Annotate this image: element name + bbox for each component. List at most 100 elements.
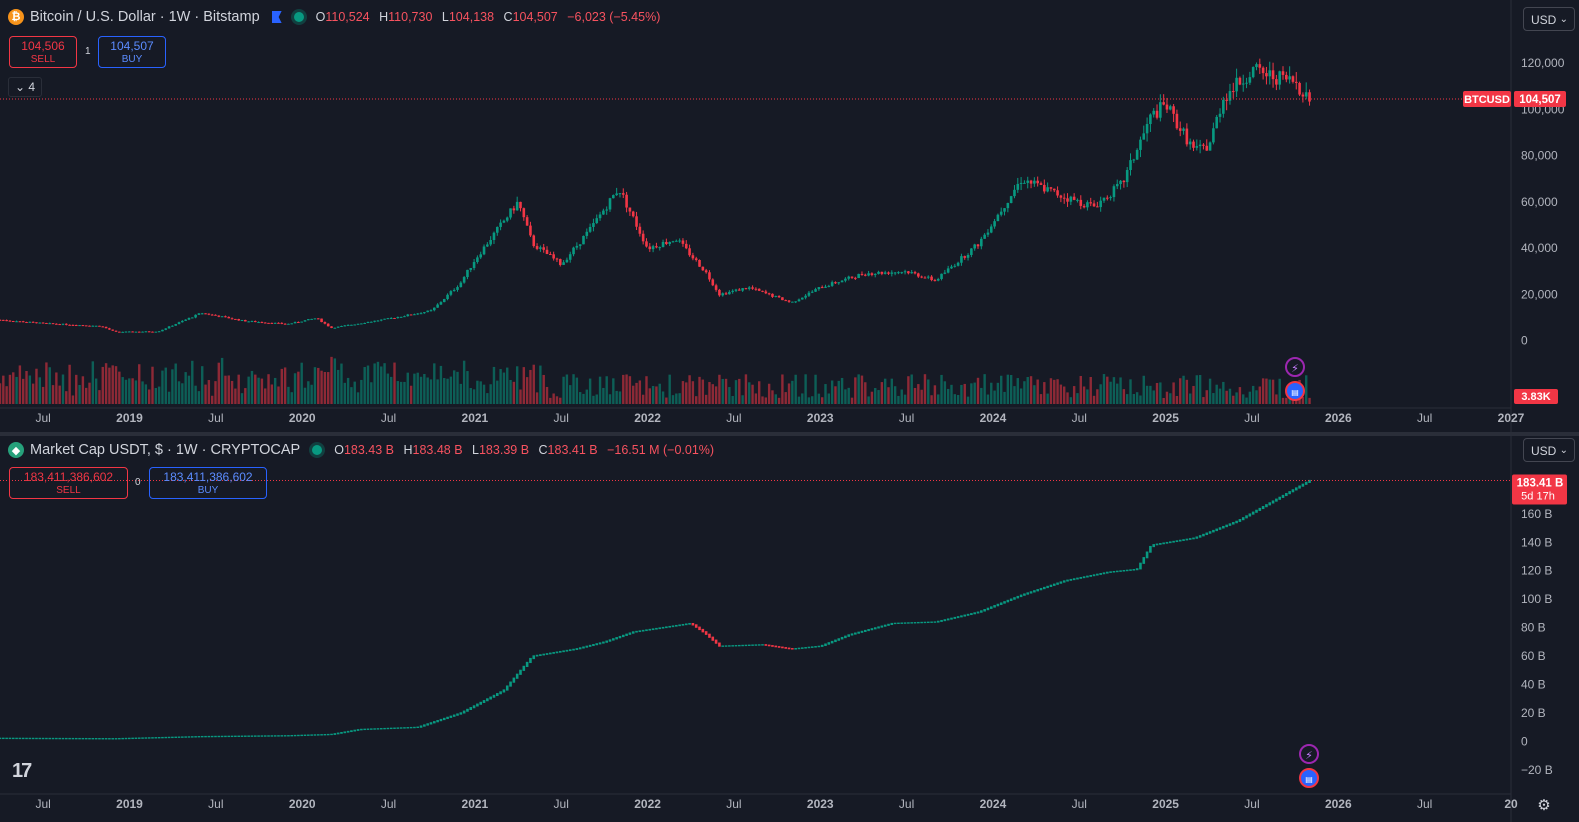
btc-candle <box>177 322 181 325</box>
btc-candle <box>761 290 764 292</box>
btc-volume-bar <box>638 380 642 404</box>
market-status-icon[interactable] <box>312 445 323 455</box>
btc-volume-bar <box>1248 391 1252 404</box>
btc-volume-bar <box>5 386 8 404</box>
btc-candle <box>356 323 360 325</box>
flag-icon[interactable] <box>271 11 282 23</box>
btc-candle <box>714 285 718 290</box>
usdt-candle <box>857 631 860 634</box>
btc-volume-bar <box>1301 396 1305 404</box>
tradingview-logo[interactable]: 17 <box>12 760 32 782</box>
market-status-icon[interactable] <box>293 12 304 22</box>
usdt-candle <box>51 737 55 740</box>
usdt-candle <box>393 727 396 729</box>
btc-volume-bar <box>35 368 38 404</box>
usdt-candle <box>1255 509 1258 513</box>
usdt-chart-pane[interactable]: −20 B 0 20 B 40 B 60 B 80 B 100 B 120 B 140 B 160… <box>0 436 1579 822</box>
btc-candle <box>157 331 161 333</box>
btc-chart-canvas[interactable]: 020,00040,00060,00080,000100,000120,000J… <box>0 0 1579 432</box>
btc-volume-bar <box>380 366 383 404</box>
btc-candle <box>1155 110 1159 118</box>
btc-chart-pane[interactable]: 0 20,000 40,000 60,000 80,000 100,000 120,000 J… <box>0 0 1579 432</box>
btc-volume-bar <box>1092 395 1096 404</box>
btc-candle <box>336 326 340 328</box>
usdt-candle <box>1195 536 1199 539</box>
lightning-event-icon[interactable]: ⚡ <box>1299 744 1319 764</box>
usdt-candle <box>920 621 923 624</box>
y-tick-label: 40 B <box>1521 678 1546 692</box>
usdt-sell-button[interactable]: 183,411,386,602 SELL <box>9 467 128 499</box>
btc-volume-bar <box>907 376 910 404</box>
btc-volume-bar <box>738 378 741 404</box>
usdt-candle <box>476 703 479 707</box>
usdt-candle <box>137 737 141 739</box>
btc-volume-bar <box>350 387 353 404</box>
usdt-candle <box>910 622 914 624</box>
gear-icon[interactable]: ⚙ <box>1537 797 1551 814</box>
usdt-candle <box>446 716 449 720</box>
usdt-candle <box>28 737 32 740</box>
btc-volume-bar <box>874 388 877 404</box>
btc-candle <box>462 277 466 283</box>
usdt-candle <box>946 618 950 621</box>
btc-candle <box>1195 146 1199 148</box>
usdt-candle <box>127 737 131 740</box>
usdt-candle <box>244 735 247 737</box>
us-flag-event-icon[interactable]: ▤ <box>1285 381 1305 401</box>
btc-sell-button[interactable]: 104,506 SELL <box>9 36 77 68</box>
usdt-candle <box>366 728 370 730</box>
btc-volume-bar <box>1069 397 1073 404</box>
btc-volume-bar <box>691 381 695 404</box>
btc-volume-bar <box>151 366 154 404</box>
btc-candle <box>1066 198 1069 202</box>
usdt-candle <box>953 616 957 619</box>
usdt-candle <box>224 735 227 738</box>
btc-volume-bar <box>88 382 91 404</box>
btc-currency-select[interactable]: USD ⌄ <box>1523 7 1575 31</box>
btc-candle <box>81 325 85 327</box>
us-flag-event-icon[interactable]: ▤ <box>1299 768 1319 788</box>
btc-candle <box>257 322 260 324</box>
btc-volume-bar <box>1162 397 1165 404</box>
pane-divider[interactable] <box>0 432 1579 436</box>
btc-candle <box>379 319 383 321</box>
btc-volume-bar <box>128 378 131 404</box>
indicators-toggle[interactable]: ⌄ 4 <box>8 77 42 97</box>
usdt-candle <box>118 737 121 740</box>
btc-candle <box>1304 92 1308 97</box>
btc-volume-bar <box>94 378 98 404</box>
usdt-buy-button[interactable]: 183,411,386,602 BUY <box>149 467 267 499</box>
btc-volume-bar <box>157 386 161 404</box>
btc-volume-bar <box>1019 388 1023 404</box>
btc-volume-bar <box>1082 386 1086 404</box>
lightning-event-icon[interactable]: ⚡ <box>1285 357 1305 377</box>
btc-volume-bar <box>973 382 976 404</box>
btc-title[interactable]: Bitcoin / U.S. Dollar · 1W · Bitstamp <box>30 9 260 25</box>
btc-volume-bar <box>509 380 512 404</box>
x-tick-label: 2022 <box>634 797 661 811</box>
btc-volume-bar <box>230 380 234 404</box>
usdt-candle <box>442 717 446 721</box>
usdt-candle <box>171 736 174 739</box>
usdt-chart-canvas[interactable]: −20 B 0 20 B 40 B 60 B 80 B 100 B 120 B 140 B 160… <box>0 436 1579 822</box>
btc-candle <box>999 211 1003 215</box>
usdt-candle <box>154 737 158 739</box>
x-tick-label: Jul <box>381 797 396 811</box>
btc-legend: ₿ Bitcoin / U.S. Dollar · 1W · Bitstamp … <box>8 9 666 25</box>
btc-volume-bar <box>980 387 983 404</box>
btc-candle <box>1009 196 1013 203</box>
btc-volume-bar <box>287 386 290 404</box>
btc-candle <box>433 307 436 311</box>
btc-candle <box>1122 180 1126 183</box>
usdt-currency-select[interactable]: USD ⌄ <box>1523 438 1575 462</box>
btc-volume-bar <box>797 396 801 404</box>
btc-volume-bar <box>963 383 966 404</box>
btc-candle <box>283 323 287 325</box>
usdt-candle <box>134 737 138 739</box>
btc-candle <box>353 324 357 326</box>
usdt-title[interactable]: Market Cap USDT, $ · 1W · CRYPTOCAP <box>30 442 301 458</box>
btc-buy-button[interactable]: 104,507 BUY <box>98 36 166 68</box>
usdt-candle <box>257 735 260 737</box>
btc-volume-bar <box>22 378 25 404</box>
btc-volume-bar <box>751 384 754 404</box>
